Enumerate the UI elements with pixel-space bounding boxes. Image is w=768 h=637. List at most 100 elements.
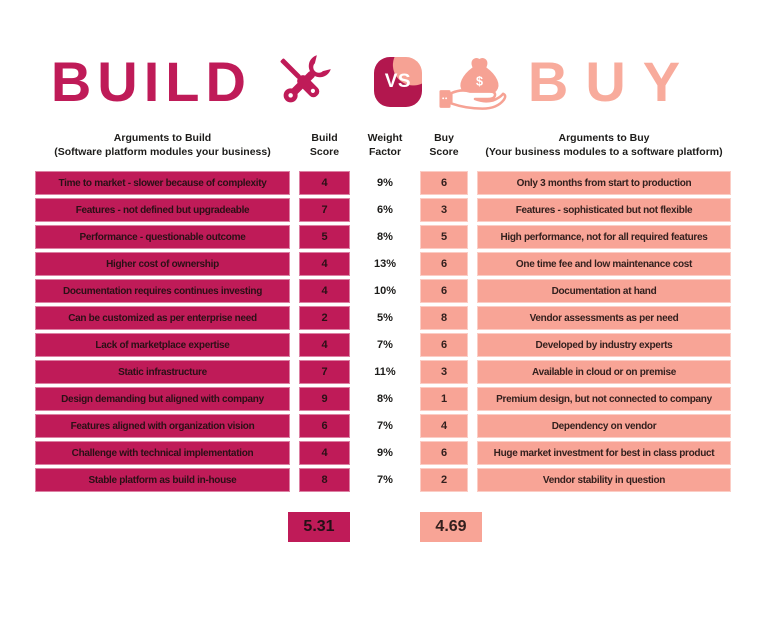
- buy-argument-label: Vendor stability in question: [542, 474, 666, 486]
- weight-factor-value: 9%: [377, 177, 393, 190]
- weight-factor-value: 10%: [373, 285, 397, 298]
- weight-factor-cell: 9%: [359, 441, 411, 465]
- buy-argument-label: Features - sophisticated but not flexibl…: [515, 204, 693, 216]
- totals-row: 5.31 4.69: [35, 512, 768, 543]
- buy-argument-bar: Premium design, but not connected to com…: [477, 387, 731, 412]
- buy-argument-bar: Documentation at hand: [477, 279, 731, 304]
- weight-factor-cell: 9%: [359, 171, 411, 195]
- build-score-value: 4: [321, 285, 328, 298]
- buy-argument-bar: Huge market investment for best in class…: [477, 441, 731, 466]
- build-score-box: 8: [299, 468, 350, 493]
- header: BUILD VS: [0, 44, 758, 120]
- header-weight-factor: Weight Factor: [367, 132, 403, 159]
- buy-argument-label: Premium design, but not connected to com…: [496, 393, 712, 405]
- build-argument-label: Features aligned with organization visio…: [70, 420, 255, 432]
- build-score-value: 2: [321, 312, 328, 325]
- buy-total-score: 4.69: [420, 512, 482, 543]
- build-score-box: 9: [299, 387, 350, 412]
- buy-argument-bar: Available in cloud or on premise: [477, 360, 731, 385]
- buy-argument-bar: High performance, not for all required f…: [477, 225, 731, 250]
- build-argument-bar: Features - not defined but upgradeable: [35, 198, 290, 223]
- weight-factor-cell: 8%: [359, 225, 411, 249]
- build-score-value: 6: [321, 420, 328, 433]
- wrench-screwdriver-icon: [280, 55, 331, 103]
- buy-score-value: 6: [440, 177, 448, 190]
- buy-score-value: 4: [440, 420, 448, 433]
- build-vs-buy-infographic: BUILD VS: [0, 44, 768, 637]
- buy-argument-label: High performance, not for all required f…: [500, 231, 708, 243]
- score-table-rows: Time to market - slower because of compl…: [0, 171, 768, 493]
- build-score-box: 7: [299, 198, 350, 223]
- weight-factor-cell: 10%: [359, 279, 411, 303]
- weight-factor-cell: 8%: [359, 387, 411, 411]
- build-argument-label: Design demanding but aligned with compan…: [61, 393, 264, 405]
- build-score-value: 7: [321, 366, 328, 379]
- buy-score-value: 3: [440, 366, 448, 379]
- weight-factor-cell: 7%: [359, 414, 411, 438]
- build-score-box: 4: [299, 441, 350, 466]
- weight-factor-value: 7%: [377, 339, 393, 352]
- header-arguments-to-buy: Arguments to Buy (Your business modules …: [485, 132, 723, 159]
- table-row: Time to market - slower because of compl…: [35, 171, 768, 196]
- build-score-value: 7: [321, 204, 328, 217]
- buy-score-value: 3: [440, 204, 448, 217]
- buy-argument-label: Huge market investment for best in class…: [493, 447, 715, 459]
- buy-score-value: 6: [440, 285, 448, 298]
- buy-argument-label: Available in cloud or on premise: [532, 366, 676, 378]
- build-argument-bar: Stable platform as build in-house: [35, 468, 290, 493]
- build-title: BUILD: [50, 50, 252, 113]
- table-row: Features aligned with organization visio…: [35, 414, 768, 439]
- weight-factor-value: 13%: [373, 258, 397, 271]
- build-argument-bar: Performance - questionable outcome: [35, 225, 290, 250]
- build-argument-label: Documentation requires continues investi…: [62, 285, 263, 297]
- table-row: Design demanding but aligned with compan…: [35, 387, 768, 412]
- weight-factor-value: 11%: [374, 366, 396, 379]
- build-score-box: 4: [299, 333, 350, 358]
- column-headers: Arguments to Build (Software platform mo…: [35, 131, 768, 159]
- build-score-box: 6: [299, 414, 350, 439]
- weight-factor-value: 9%: [377, 447, 393, 460]
- weight-factor-cell: 7%: [359, 333, 411, 357]
- buy-score-value: 5: [440, 231, 448, 244]
- buy-score-box: 8: [420, 306, 468, 331]
- table-row: Static infrastructure 7 11% 3 Available …: [35, 360, 768, 385]
- buy-score-box: 4: [420, 414, 468, 439]
- buy-score-box: 1: [420, 387, 468, 412]
- buy-score-box: 6: [420, 279, 468, 304]
- header-arguments-to-build: Arguments to Build (Software platform mo…: [54, 132, 271, 159]
- build-argument-bar: Features aligned with organization visio…: [35, 414, 290, 439]
- build-score-box: 5: [299, 225, 350, 250]
- build-argument-label: Higher cost of ownership: [106, 258, 219, 270]
- build-argument-bar: Can be customized as per enterprise need: [35, 306, 290, 331]
- build-argument-bar: Static infrastructure: [35, 360, 290, 385]
- buy-score-value: 1: [440, 393, 448, 406]
- build-score-value: 9: [321, 393, 328, 406]
- buy-argument-label: One time fee and low maintenance cost: [515, 258, 693, 270]
- build-argument-label: Performance - questionable outcome: [79, 231, 246, 243]
- svg-text:$: $: [476, 75, 483, 89]
- buy-score-value: 6: [440, 447, 448, 460]
- vs-label: VS: [384, 71, 412, 92]
- buy-title: BUY: [527, 50, 698, 113]
- header-build-score: Build Score: [309, 132, 340, 159]
- build-score-box: 7: [299, 360, 350, 385]
- buy-argument-bar: One time fee and low maintenance cost: [477, 252, 731, 277]
- hand-money-bag-icon: $: [439, 57, 507, 110]
- buy-score-box: 6: [420, 333, 468, 358]
- build-score-value: 8: [321, 474, 328, 487]
- build-argument-label: Stable platform as build in-house: [88, 474, 237, 486]
- build-argument-bar: Higher cost of ownership: [35, 252, 290, 277]
- buy-argument-bar: Developed by industry experts: [477, 333, 731, 358]
- build-argument-bar: Time to market - slower because of compl…: [35, 171, 290, 196]
- build-argument-label: Lack of marketplace expertise: [95, 339, 230, 351]
- build-score-value: 4: [321, 339, 328, 352]
- weight-factor-value: 7%: [377, 420, 393, 433]
- buy-score-value: 8: [440, 312, 448, 325]
- build-argument-label: Features - not defined but upgradeable: [75, 204, 250, 216]
- build-score-value: 4: [321, 258, 328, 271]
- weight-factor-cell: 6%: [359, 198, 411, 222]
- build-score-box: 2: [299, 306, 350, 331]
- weight-factor-cell: 7%: [359, 468, 411, 492]
- buy-score-box: 2: [420, 468, 468, 493]
- buy-score-box: 6: [420, 441, 468, 466]
